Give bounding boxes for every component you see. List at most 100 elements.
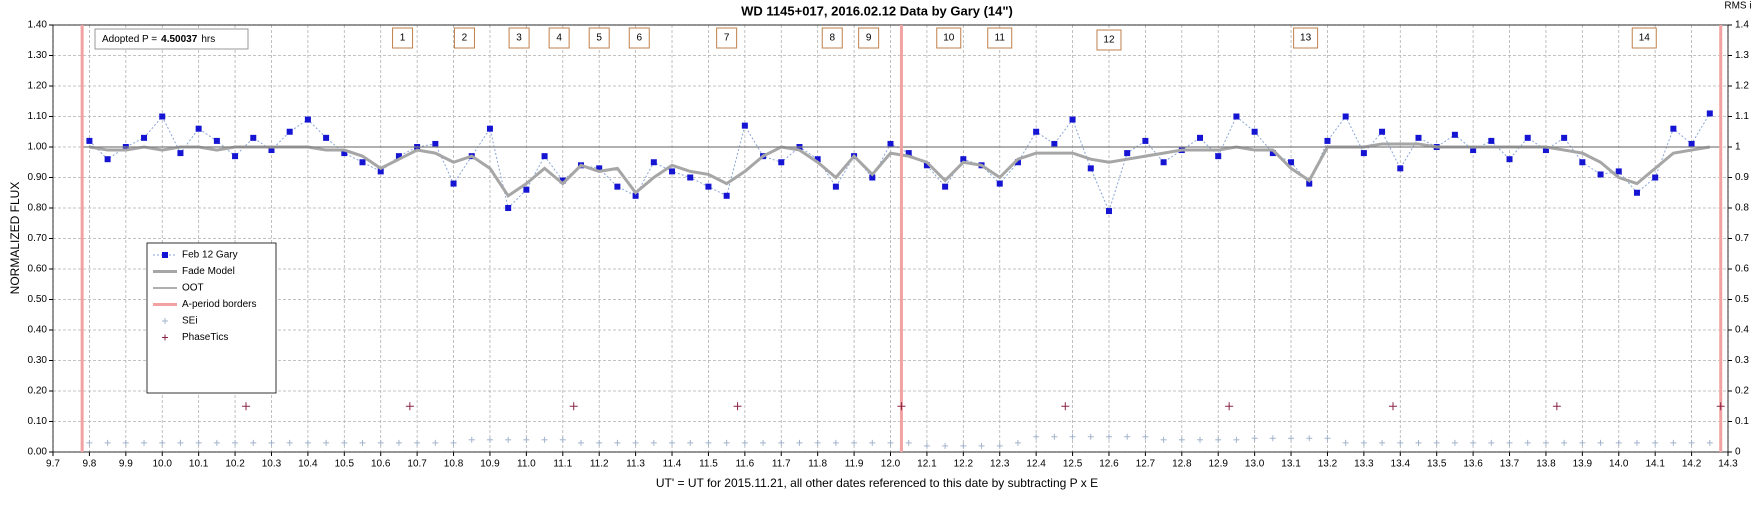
x-tick-label: 12.4 xyxy=(1026,459,1046,470)
data-point xyxy=(1324,137,1331,144)
sei-point xyxy=(268,439,275,446)
data-point xyxy=(614,183,621,190)
data-point xyxy=(286,128,293,135)
fade-model xyxy=(89,142,1711,198)
sei-point xyxy=(1142,433,1149,440)
sei-point xyxy=(1342,439,1349,446)
annotation-box xyxy=(392,27,414,49)
data-point xyxy=(268,147,275,154)
annotation-box xyxy=(1631,27,1657,49)
data-point xyxy=(1197,134,1204,141)
data-point xyxy=(1288,159,1295,166)
sei-point xyxy=(832,439,839,446)
annotation-label: 8 xyxy=(829,33,835,44)
data-point xyxy=(1633,189,1640,196)
sei-point xyxy=(286,439,293,446)
annotation-label: 11 xyxy=(995,33,1006,44)
y2-tick-label: 0.6 xyxy=(1735,264,1749,275)
data-point xyxy=(960,156,967,163)
data-point xyxy=(541,153,548,160)
x-tick-label: 14.3 xyxy=(1718,459,1738,470)
data-point xyxy=(323,134,330,141)
data-point xyxy=(1233,113,1240,120)
data-point xyxy=(741,122,748,129)
y-tick-label: 0.00 xyxy=(28,447,48,458)
data-point xyxy=(832,183,839,190)
adopted-part: Adopted P = xyxy=(102,34,157,45)
y2-tick-label: 0.3 xyxy=(1735,355,1749,366)
sei-point xyxy=(395,439,402,446)
phase-tic xyxy=(1061,402,1070,411)
phase-tic xyxy=(1716,402,1725,411)
data-point xyxy=(1051,140,1058,147)
x-tick-label: 11.7 xyxy=(772,459,791,470)
y2-tick-label: 0.8 xyxy=(1735,203,1749,214)
data-point xyxy=(1306,180,1313,187)
sei-point xyxy=(650,439,657,446)
x-tick-label: 9.8 xyxy=(82,459,96,470)
sei-point xyxy=(869,439,876,446)
data-point xyxy=(1105,208,1112,215)
data-point xyxy=(395,153,402,160)
y2-tick-label: 0 xyxy=(1735,447,1741,458)
sei-point xyxy=(559,436,566,443)
sei-point xyxy=(1105,433,1112,440)
x-tick-label: 10.8 xyxy=(444,459,464,470)
y-tick-label: 1.40 xyxy=(28,20,48,31)
sei-point xyxy=(1524,439,1531,446)
sei-point xyxy=(195,439,202,446)
data-point xyxy=(1342,113,1349,120)
sei-point xyxy=(760,439,767,446)
data-point xyxy=(159,113,166,120)
sei-point xyxy=(341,439,348,446)
data-point xyxy=(705,183,712,190)
sei-point xyxy=(942,442,949,449)
data-point xyxy=(486,125,493,132)
annotation-box xyxy=(1096,29,1122,51)
sei-point xyxy=(86,439,93,446)
sei-point xyxy=(1633,439,1640,446)
legend-marker xyxy=(162,252,168,258)
sei-point xyxy=(1451,439,1458,446)
annotation-box xyxy=(858,27,880,49)
y2-tick-label: 1.3 xyxy=(1735,50,1749,61)
sei-point xyxy=(250,439,257,446)
sei-point xyxy=(1615,439,1622,446)
x-tick-label: 12.0 xyxy=(881,459,901,470)
sei-point xyxy=(1233,436,1240,443)
phase-tic xyxy=(1389,402,1397,411)
sei-point xyxy=(523,436,530,443)
sei-point xyxy=(978,442,985,449)
y-tick-label: 0.90 xyxy=(28,172,48,183)
y2-tick-label: 1 xyxy=(1735,142,1741,153)
data-point xyxy=(687,174,694,181)
adopted-box xyxy=(94,28,249,50)
sei-point xyxy=(1087,433,1094,440)
x-tick-label: 13.7 xyxy=(1500,459,1520,470)
plot-frame xyxy=(52,24,1729,453)
x-tick-label: 11.3 xyxy=(626,459,645,470)
x-tick-label: 13.5 xyxy=(1427,459,1447,470)
data-point xyxy=(1706,110,1713,117)
y2-tick-label: 0.4 xyxy=(1735,325,1749,336)
data-point xyxy=(1597,171,1604,178)
sei-point xyxy=(304,439,311,446)
sei-point xyxy=(1069,433,1076,440)
y-tick-label: 0.50 xyxy=(28,294,48,305)
sei-point xyxy=(1269,435,1276,442)
sei-point xyxy=(1014,439,1021,446)
data-point xyxy=(1124,150,1131,157)
x-tick-label: 10.6 xyxy=(371,459,391,470)
sei-point xyxy=(541,436,548,443)
data-point xyxy=(632,192,639,199)
data-point xyxy=(650,159,657,166)
y2-tick-label: 0.9 xyxy=(1735,172,1749,183)
sei-point xyxy=(960,442,967,449)
sei-point xyxy=(1306,435,1313,442)
annotation-box xyxy=(936,27,962,49)
sei-point xyxy=(996,442,1003,449)
phase-tic xyxy=(1552,402,1561,411)
data-point xyxy=(195,125,202,132)
x-tick-label: 11.2 xyxy=(590,459,609,470)
x-tick-label: 13.9 xyxy=(1573,459,1593,470)
